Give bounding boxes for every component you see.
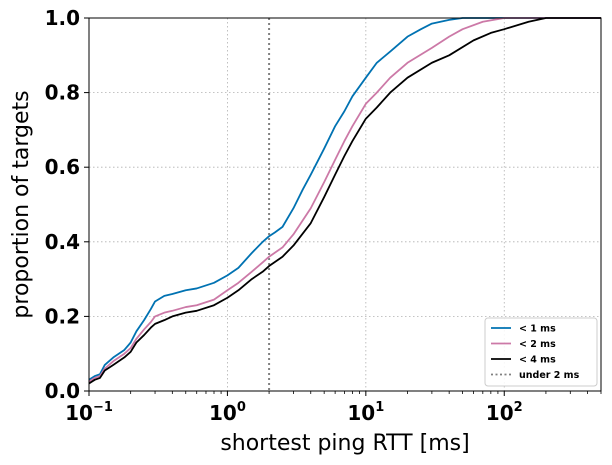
series-group — [88, 17, 601, 385]
x-tick-label: 10−1 — [65, 400, 113, 425]
x-tick-label: 101 — [347, 400, 384, 425]
y-tick-label: 1.0 — [45, 6, 80, 30]
y-tick-label: 0.8 — [45, 81, 80, 105]
y-tick-label: 0.6 — [45, 155, 80, 179]
plot-frame — [88, 17, 602, 392]
series-line-2 — [88, 17, 601, 385]
legend-label: < 1 ms — [519, 324, 556, 335]
x-ticks: 10−1 100 101 102 — [65, 391, 602, 425]
series-line-0 — [88, 17, 601, 381]
y-axis-label: proportion of targets — [9, 90, 34, 318]
series-line-1 — [88, 17, 601, 383]
x-tick-label: 102 — [486, 400, 523, 425]
y-tick-label: 0.4 — [45, 230, 80, 254]
legend-label: under 2 ms — [519, 370, 580, 381]
legend-box — [484, 317, 598, 387]
x-tick-label: 100 — [209, 400, 246, 425]
legend-label: < 4 ms — [519, 355, 556, 366]
legend: < 1 ms < 2 ms < 4 ms under 2 ms — [484, 317, 598, 387]
y-tick-label: 0.2 — [45, 304, 80, 328]
y-ticks: 0.0 0.2 0.4 0.6 0.8 1.0 — [45, 6, 89, 403]
y-tick-label: 0.0 — [45, 379, 80, 403]
x-axis-label: shortest ping RTT [ms] — [220, 431, 469, 456]
legend-label: < 2 ms — [519, 339, 556, 350]
